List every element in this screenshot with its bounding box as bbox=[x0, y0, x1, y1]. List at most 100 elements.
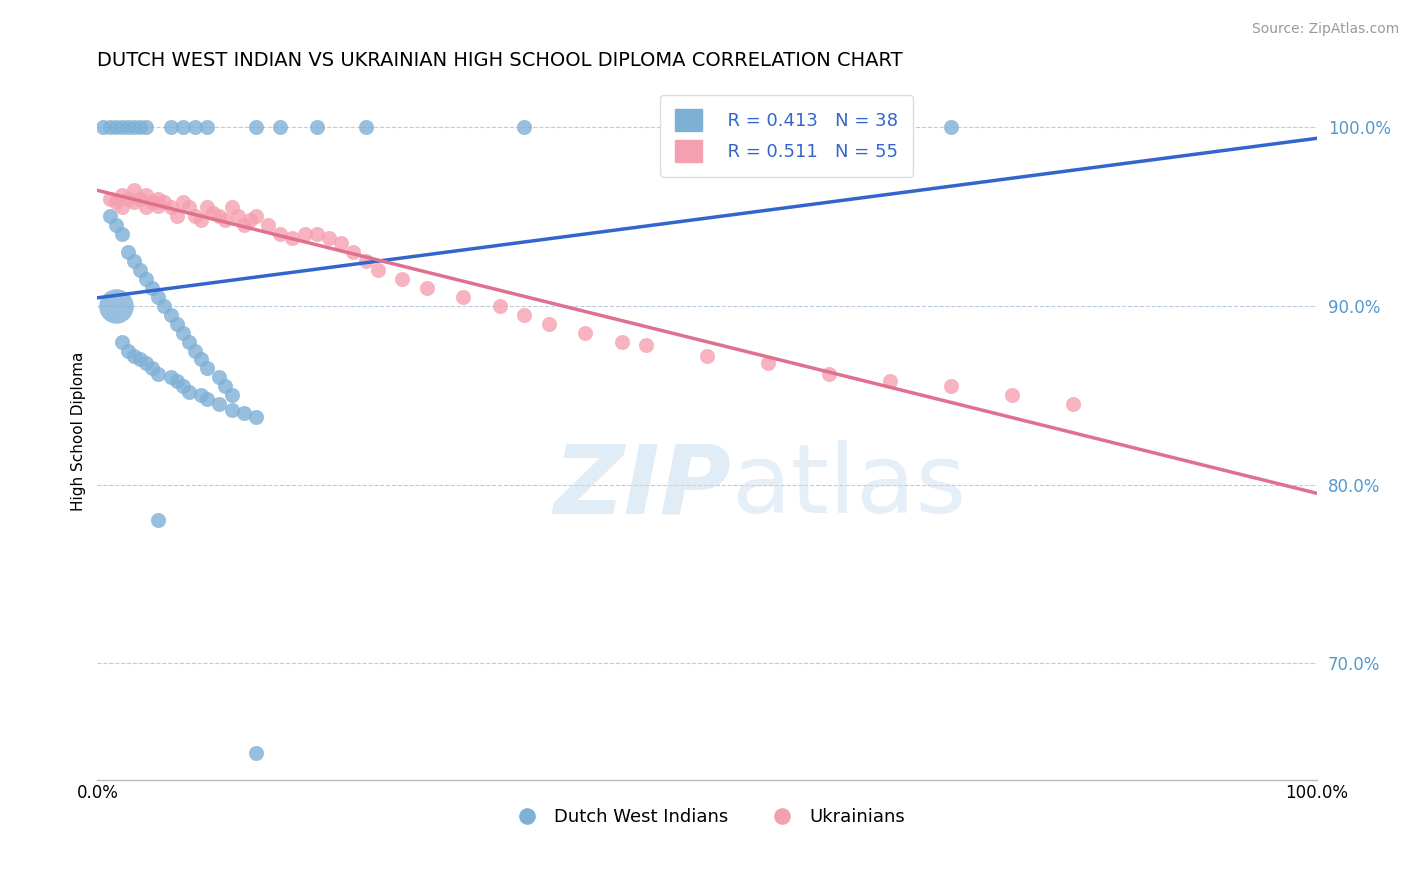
Point bbox=[141, 195, 163, 210]
Point bbox=[153, 299, 176, 313]
Point bbox=[104, 299, 127, 313]
Point bbox=[177, 334, 200, 349]
Point bbox=[122, 195, 145, 210]
Point bbox=[117, 343, 139, 358]
Point bbox=[166, 374, 188, 388]
Point bbox=[513, 308, 536, 322]
Point bbox=[93, 120, 115, 134]
Point bbox=[239, 213, 262, 227]
Point bbox=[257, 219, 280, 233]
Point bbox=[166, 317, 188, 331]
Point bbox=[391, 272, 413, 286]
Point bbox=[696, 349, 718, 363]
Point bbox=[214, 213, 236, 227]
Text: Source: ZipAtlas.com: Source: ZipAtlas.com bbox=[1251, 22, 1399, 37]
Point bbox=[104, 195, 127, 210]
Point bbox=[330, 236, 353, 251]
Point bbox=[214, 379, 236, 393]
Point bbox=[159, 201, 181, 215]
Point bbox=[818, 367, 841, 381]
Point bbox=[159, 120, 181, 134]
Point bbox=[367, 263, 389, 277]
Point bbox=[129, 192, 152, 206]
Point bbox=[190, 352, 212, 367]
Point bbox=[195, 201, 218, 215]
Point bbox=[245, 409, 267, 424]
Legend: Dutch West Indians, Ukrainians: Dutch West Indians, Ukrainians bbox=[502, 801, 912, 833]
Point bbox=[104, 219, 127, 233]
Text: atlas: atlas bbox=[731, 441, 967, 533]
Point bbox=[148, 513, 170, 527]
Point bbox=[129, 352, 152, 367]
Point bbox=[98, 192, 121, 206]
Point bbox=[537, 317, 560, 331]
Point bbox=[939, 379, 962, 393]
Point bbox=[129, 120, 152, 134]
Point bbox=[184, 120, 207, 134]
Point bbox=[135, 356, 157, 370]
Point bbox=[610, 334, 633, 349]
Point bbox=[195, 120, 218, 134]
Point bbox=[122, 349, 145, 363]
Point bbox=[513, 120, 536, 134]
Point bbox=[354, 254, 377, 268]
Point bbox=[117, 120, 139, 134]
Point bbox=[939, 120, 962, 134]
Point bbox=[148, 192, 170, 206]
Point bbox=[148, 199, 170, 213]
Point bbox=[1062, 397, 1084, 411]
Point bbox=[190, 388, 212, 402]
Point bbox=[148, 290, 170, 304]
Point bbox=[172, 195, 194, 210]
Point bbox=[184, 343, 207, 358]
Point bbox=[172, 326, 194, 340]
Point bbox=[195, 361, 218, 376]
Point bbox=[232, 219, 254, 233]
Point bbox=[879, 374, 901, 388]
Point bbox=[159, 308, 181, 322]
Point bbox=[111, 120, 134, 134]
Point bbox=[636, 338, 658, 352]
Point bbox=[148, 367, 170, 381]
Point bbox=[574, 326, 596, 340]
Point bbox=[305, 227, 328, 242]
Text: ZIP: ZIP bbox=[554, 441, 731, 533]
Point bbox=[195, 392, 218, 406]
Point bbox=[281, 231, 304, 245]
Text: DUTCH WEST INDIAN VS UKRAINIAN HIGH SCHOOL DIPLOMA CORRELATION CHART: DUTCH WEST INDIAN VS UKRAINIAN HIGH SCHO… bbox=[97, 51, 903, 70]
Point bbox=[190, 213, 212, 227]
Point bbox=[202, 206, 225, 220]
Point bbox=[135, 272, 157, 286]
Point bbox=[269, 120, 291, 134]
Point bbox=[208, 210, 231, 224]
Point bbox=[135, 120, 157, 134]
Point bbox=[122, 254, 145, 268]
Point bbox=[177, 201, 200, 215]
Point bbox=[245, 210, 267, 224]
Point bbox=[226, 210, 249, 224]
Point bbox=[166, 210, 188, 224]
Point bbox=[111, 201, 134, 215]
Point bbox=[488, 299, 510, 313]
Point bbox=[305, 120, 328, 134]
Point bbox=[111, 188, 134, 202]
Point bbox=[208, 370, 231, 384]
Point bbox=[232, 406, 254, 420]
Point bbox=[135, 188, 157, 202]
Point bbox=[104, 120, 127, 134]
Point bbox=[415, 281, 437, 295]
Point bbox=[208, 397, 231, 411]
Point bbox=[153, 195, 176, 210]
Point bbox=[451, 290, 474, 304]
Point bbox=[98, 210, 121, 224]
Point bbox=[135, 201, 157, 215]
Point bbox=[294, 227, 316, 242]
Point bbox=[245, 120, 267, 134]
Point bbox=[354, 120, 377, 134]
Point bbox=[141, 281, 163, 295]
Point bbox=[122, 120, 145, 134]
Point bbox=[756, 356, 779, 370]
Y-axis label: High School Diploma: High School Diploma bbox=[72, 351, 86, 510]
Point bbox=[172, 120, 194, 134]
Point bbox=[245, 746, 267, 760]
